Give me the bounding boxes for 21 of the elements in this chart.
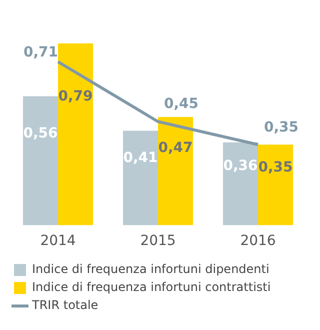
bar — [58, 43, 93, 226]
legend-label: Indice di frequenza infortuni contrattisti — [32, 280, 271, 294]
data-label: 0,45 — [164, 96, 199, 112]
x-tick-label: 2014 — [40, 233, 76, 250]
data-label: 0,47 — [158, 140, 193, 156]
bar — [23, 96, 58, 226]
data-label: 0,36 — [223, 158, 258, 174]
data-label: 0,79 — [58, 88, 93, 105]
x-tick-label: 2016 — [240, 233, 276, 250]
bar — [123, 130, 158, 226]
data-label: 0,35 — [258, 159, 293, 176]
bar — [158, 116, 193, 226]
data-label: 0,41 — [123, 150, 158, 166]
data-label: 0,56 — [23, 126, 58, 142]
x-tick-label: 2015 — [140, 233, 176, 250]
bar — [258, 144, 293, 226]
legend-label: TRIR totale — [31, 298, 98, 312]
data-label: 0,71 — [23, 44, 58, 60]
bar — [223, 142, 258, 226]
legend-label: Indice di frequenza infortuni dipendenti — [32, 262, 270, 276]
data-label: 0,35 — [264, 119, 299, 136]
